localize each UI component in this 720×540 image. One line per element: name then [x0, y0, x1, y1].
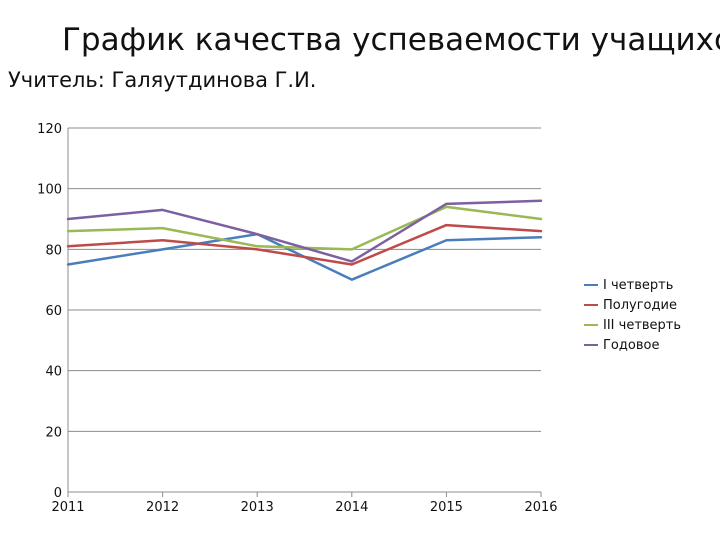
legend-item: Полугодие: [584, 295, 681, 315]
legend-swatch: [584, 344, 598, 346]
chart-legend: I четверть Полугодие III четверть Годовое: [584, 275, 681, 355]
chart-title: График качества успеваемости учащихся: [62, 22, 720, 58]
x-tick-label: 2016: [524, 500, 557, 515]
chart-subtitle: Учитель: Галяутдинова Г.И.: [8, 68, 317, 92]
series-line-4: [66, 199, 543, 263]
legend-item: III четверть: [584, 315, 681, 335]
legend-swatch: [584, 304, 598, 306]
x-tick-label: 2013: [241, 500, 274, 515]
series-line-2: [66, 223, 543, 266]
x-tick-label: 2015: [430, 500, 463, 515]
x-tick-label: 2012: [146, 500, 179, 515]
y-tick-label: 120: [37, 122, 62, 137]
y-tick-label: 40: [45, 365, 62, 380]
y-tick-label: 0: [54, 486, 62, 501]
y-tick-label: 20: [45, 425, 62, 440]
y-tick-label: 100: [37, 183, 62, 198]
legend-label: Полугодие: [603, 297, 677, 313]
legend-swatch: [584, 324, 598, 326]
x-tick-label: 2011: [51, 500, 84, 515]
legend-label: I четверть: [603, 277, 674, 293]
y-tick-label: 60: [45, 304, 62, 319]
legend-item: I четверть: [584, 275, 681, 295]
legend-swatch: [584, 284, 598, 286]
x-tick-label: 2014: [335, 500, 368, 515]
legend-label: III четверть: [603, 317, 682, 333]
legend-label: Годовое: [603, 337, 660, 353]
legend-item: Годовое: [584, 335, 681, 355]
y-tick-label: 80: [45, 243, 62, 258]
